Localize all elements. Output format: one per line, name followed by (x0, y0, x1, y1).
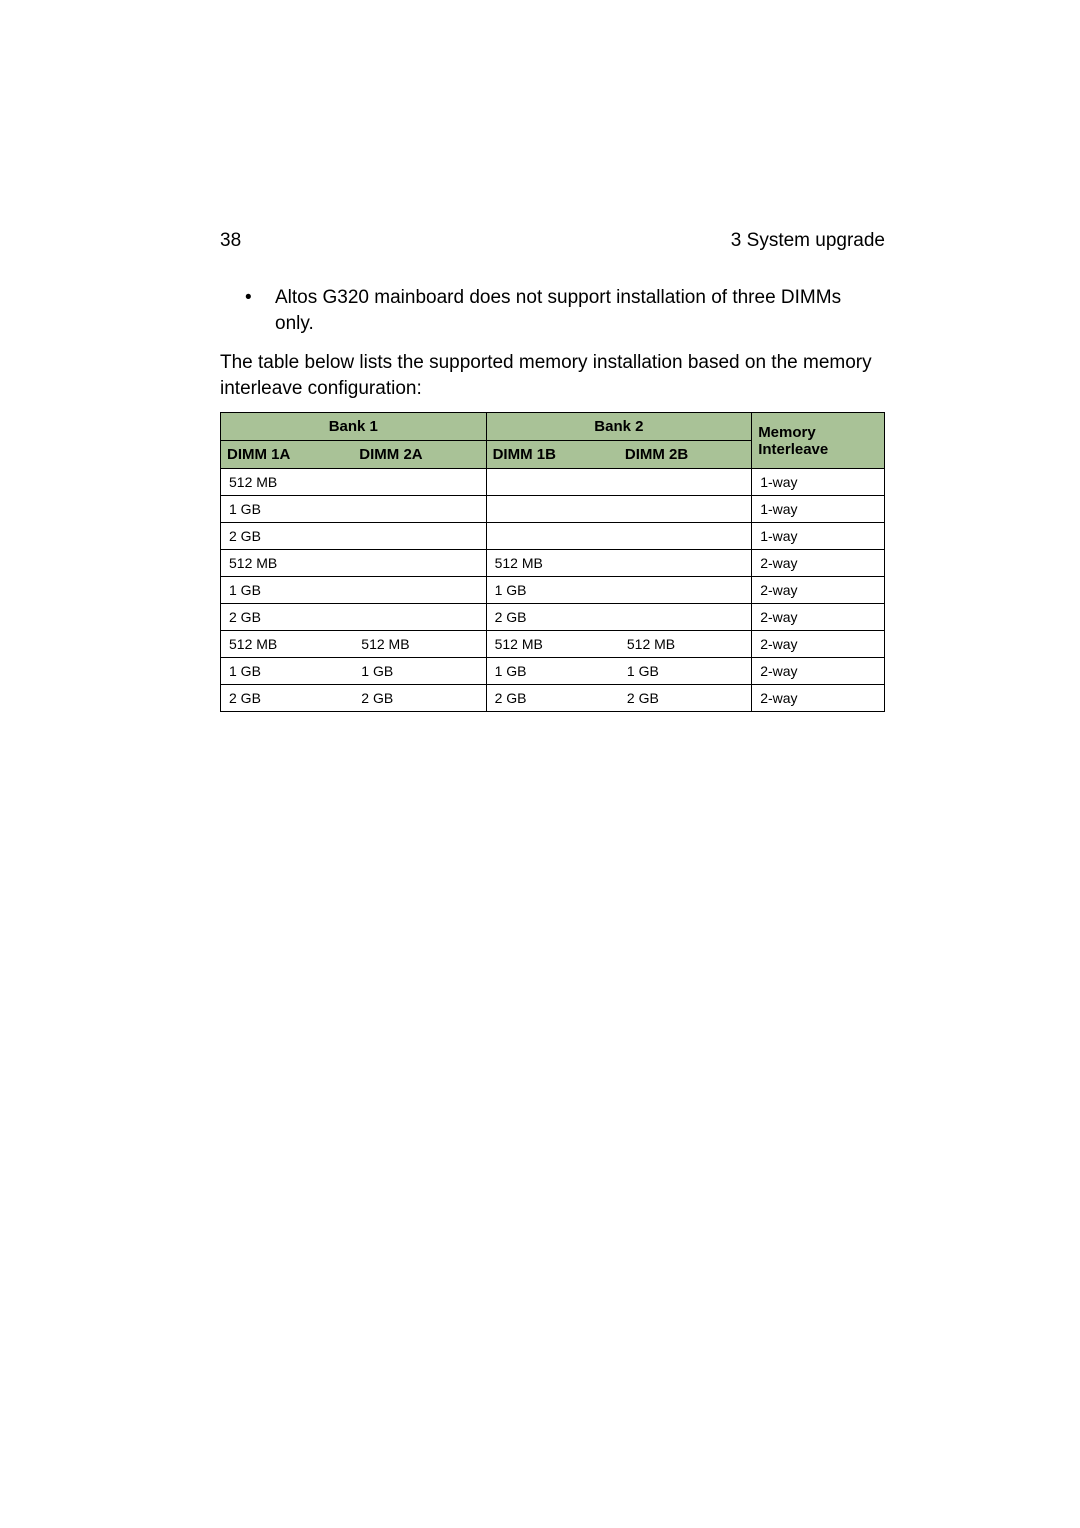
table-cell: 2 GB (486, 685, 619, 712)
table-cell (619, 550, 752, 577)
table-cell: 2-way (752, 550, 885, 577)
table-cell: 1 GB (221, 496, 354, 523)
table-row: 1 GB1 GB1 GB1 GB2-way (221, 658, 885, 685)
table-cell: 512 MB (486, 631, 619, 658)
table-cell: 512 MB (221, 631, 354, 658)
page: 38 3 System upgrade • Altos G320 mainboa… (0, 0, 1080, 1528)
table-cell (619, 496, 752, 523)
table-cell: 512 MB (619, 631, 752, 658)
table-cell: 512 MB (353, 631, 486, 658)
section-title: 3 System upgrade (731, 230, 885, 252)
table-cell: 2-way (752, 604, 885, 631)
table-row: 512 MB 1-way (221, 469, 885, 496)
table-cell (619, 523, 752, 550)
table-row: 512 MB 512 MB 2-way (221, 550, 885, 577)
header-memory-interleave: Memory Interleave (752, 413, 885, 469)
bullet-mark: • (245, 285, 275, 336)
table-cell (619, 469, 752, 496)
table-cell: 2 GB (221, 604, 354, 631)
table-cell: 512 MB (221, 550, 354, 577)
table-row: 1 GB 1-way (221, 496, 885, 523)
table-head: Bank 1 Bank 2 Memory Interleave DIMM 1A … (221, 413, 885, 469)
table-cell (486, 496, 619, 523)
table-cell: 1 GB (353, 658, 486, 685)
table-cell: 1 GB (619, 658, 752, 685)
table-cell (353, 604, 486, 631)
header-dimm-1b: DIMM 1B (486, 441, 619, 469)
page-number: 38 (220, 230, 241, 252)
table-cell: 2 GB (221, 523, 354, 550)
table-cell (353, 577, 486, 604)
table-cell: 1 GB (486, 577, 619, 604)
table-cell: 2-way (752, 577, 885, 604)
table-cell (353, 550, 486, 577)
table-row: 2 GB 2 GB 2-way (221, 604, 885, 631)
table-cell: 2 GB (619, 685, 752, 712)
table-cell: 2-way (752, 631, 885, 658)
intro-paragraph: The table below lists the supported memo… (220, 350, 885, 401)
table-cell: 2-way (752, 685, 885, 712)
table-cell: 1-way (752, 523, 885, 550)
bullet-row: • Altos G320 mainboard does not support … (245, 285, 885, 336)
header-dimm-2a: DIMM 2A (353, 441, 486, 469)
header-dimm-1a: DIMM 1A (221, 441, 354, 469)
table-cell: 512 MB (486, 550, 619, 577)
table-cell (619, 604, 752, 631)
table-cell: 1 GB (486, 658, 619, 685)
table-row: 512 MB512 MB512 MB512 MB2-way (221, 631, 885, 658)
memory-config-table: Bank 1 Bank 2 Memory Interleave DIMM 1A … (220, 412, 885, 712)
table: Bank 1 Bank 2 Memory Interleave DIMM 1A … (220, 412, 885, 712)
table-cell (353, 523, 486, 550)
table-cell (619, 577, 752, 604)
header-dimm-2b: DIMM 2B (619, 441, 752, 469)
bullet-text: Altos G320 mainboard does not support in… (275, 285, 885, 336)
bullet-item: • Altos G320 mainboard does not support … (245, 285, 885, 336)
header-bank1: Bank 1 (221, 413, 487, 441)
table-cell (353, 496, 486, 523)
table-cell: 1 GB (221, 577, 354, 604)
table-row: 2 GB2 GB2 GB2 GB2-way (221, 685, 885, 712)
header-bank2: Bank 2 (486, 413, 752, 441)
table-cell: 2 GB (353, 685, 486, 712)
table-cell (486, 523, 619, 550)
table-cell: 1-way (752, 469, 885, 496)
table-cell (486, 469, 619, 496)
table-cell: 2 GB (221, 685, 354, 712)
page-header: 38 3 System upgrade (220, 230, 885, 252)
table-cell: 2 GB (486, 604, 619, 631)
table-row: 1 GB 1 GB 2-way (221, 577, 885, 604)
table-row: 2 GB 1-way (221, 523, 885, 550)
table-cell: 512 MB (221, 469, 354, 496)
table-cell: 1 GB (221, 658, 354, 685)
table-cell: 1-way (752, 496, 885, 523)
table-cell: 2-way (752, 658, 885, 685)
table-cell (353, 469, 486, 496)
table-body: 512 MB1-way1 GB1-way2 GB1-way512 MB512 M… (221, 469, 885, 712)
